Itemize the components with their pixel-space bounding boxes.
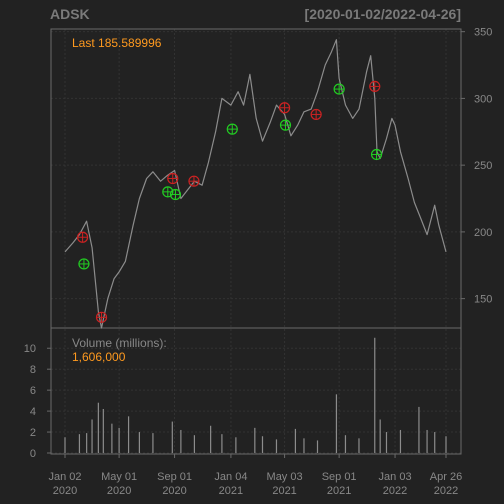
volume-bar	[235, 437, 237, 453]
volume-bar	[261, 436, 264, 453]
volume-tick-label: 2	[30, 427, 36, 439]
volume-panel-border	[50, 327, 462, 455]
volume-tick-label: 10	[24, 343, 36, 355]
volume-bar	[127, 416, 130, 453]
volume-bar	[379, 419, 381, 453]
trade-signals	[76, 80, 383, 323]
price-line	[64, 39, 447, 329]
time-tick-label: May 01	[101, 471, 137, 483]
volume-bar	[303, 438, 305, 453]
time-tick-label: May 03	[267, 471, 303, 483]
price-tick-label: 300	[474, 93, 492, 105]
volume-bar	[102, 409, 104, 453]
volume-bar	[344, 435, 347, 453]
time-tick-year-label: 2020	[53, 485, 77, 497]
time-tick-label: Jan 03	[379, 471, 412, 483]
time-tick-year-label: 2022	[383, 485, 407, 497]
time-tick-label: Jan 04	[214, 471, 247, 483]
sell-signal-marker	[369, 80, 381, 92]
volume-bar	[399, 429, 402, 453]
time-tick-year-label: 2021	[272, 485, 296, 497]
volume-bar	[171, 421, 173, 453]
volume-bar	[138, 432, 140, 453]
buy-signal-marker	[333, 83, 345, 95]
volume-bar	[152, 433, 154, 453]
volume-bar	[91, 419, 93, 453]
volume-bar	[193, 435, 196, 453]
volume-bar	[445, 436, 447, 453]
volume-bar	[385, 432, 388, 453]
time-tick-year-label: 2021	[327, 485, 351, 497]
volume-bar	[254, 427, 256, 453]
volume-bar	[275, 439, 278, 453]
buy-signal-marker	[78, 258, 90, 270]
sell-signal-marker	[310, 108, 322, 121]
price-tick-label: 350	[474, 27, 492, 39]
volume-tick-label: 4	[30, 406, 36, 418]
chart-title: ADSK	[50, 6, 90, 22]
time-tick-label: Apr 26	[430, 471, 462, 483]
volume-bar	[374, 337, 376, 453]
buy-signal-marker	[370, 148, 383, 161]
volume-tick-label: 6	[30, 385, 36, 397]
buy-signal-marker	[279, 119, 292, 131]
sell-signal-marker	[95, 311, 108, 323]
volume-bar	[64, 437, 66, 453]
volume-bar	[335, 394, 338, 453]
sell-signal-marker	[76, 231, 89, 243]
volume-value: 1,606,000	[72, 350, 126, 364]
volume-bar	[426, 429, 428, 453]
volume-bar	[180, 429, 182, 453]
time-tick-label: Sep 01	[157, 471, 192, 483]
volume-bar	[418, 406, 420, 453]
time-tick-year-label: 2022	[434, 485, 458, 497]
volume-tick-label: 0	[30, 448, 36, 460]
volume-bar	[118, 427, 120, 453]
volume-label: Volume (millions):	[72, 336, 167, 350]
volume-bar	[221, 434, 223, 453]
grid-lines	[51, 29, 461, 454]
date-range: [2020-01-02/2022-04-26]	[305, 6, 461, 22]
buy-signal-marker	[226, 123, 238, 135]
time-tick-label: Sep 01	[322, 471, 357, 483]
volume-bar	[78, 434, 81, 453]
buy-signal-marker	[169, 188, 182, 201]
price-tick-label: 200	[474, 227, 492, 239]
time-tick-year-label: 2020	[162, 485, 186, 497]
volume-bar	[97, 402, 99, 453]
sell-signal-marker	[188, 175, 200, 187]
volume-bar	[86, 433, 88, 453]
time-tick-year-label: 2020	[107, 485, 131, 497]
volume-bar	[294, 428, 297, 453]
time-tick-year-label: 2021	[219, 485, 243, 497]
price-series	[64, 39, 447, 329]
volume-bar	[358, 438, 360, 453]
volume-bar	[316, 440, 319, 453]
volume-bars	[64, 337, 447, 453]
volume-bar	[111, 423, 113, 453]
price-tick-label: 150	[474, 294, 492, 306]
volume-tick-label: 8	[30, 364, 36, 376]
last-price-label: Last 185.589996	[72, 36, 162, 50]
volume-bar	[434, 432, 436, 453]
sell-signal-marker	[167, 172, 179, 185]
price-tick-label: 250	[474, 160, 492, 172]
time-tick-label: Jan 02	[48, 471, 81, 483]
sell-signal-marker	[278, 102, 291, 114]
axes: 150 200 250 300 350 0 2 4 6 8 10 Jan 02 2020 May 01 20…	[24, 27, 493, 497]
volume-bar	[210, 425, 212, 453]
